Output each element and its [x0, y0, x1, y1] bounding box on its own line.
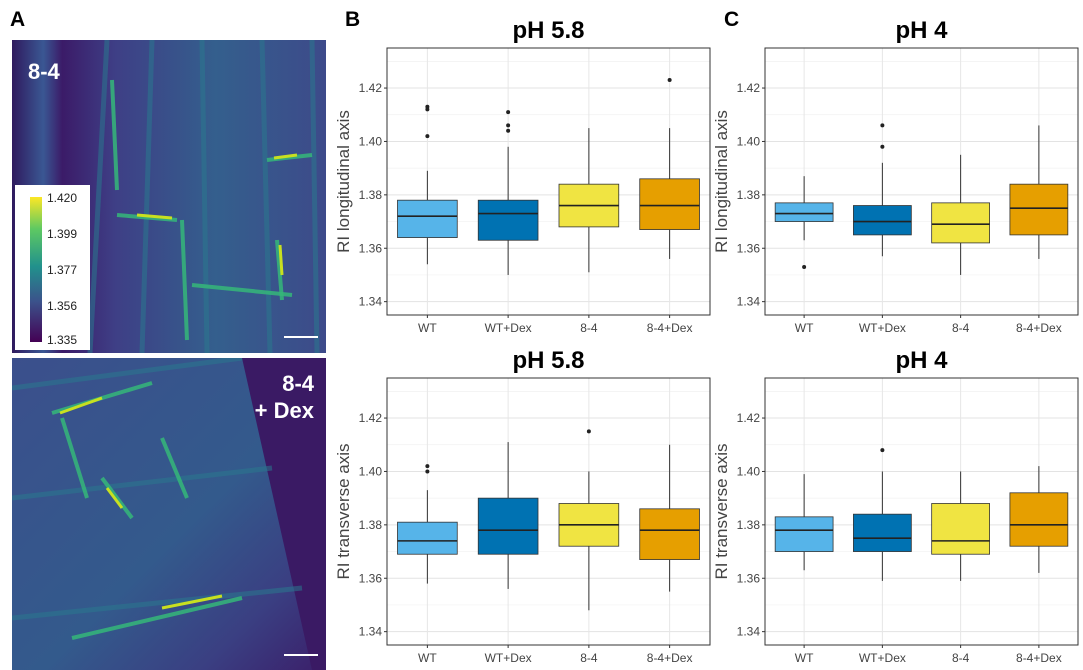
y-tick-label: 1.36 — [359, 571, 383, 585]
box-wt-dex — [853, 513, 912, 552]
chart-title: pH 5.8 — [512, 347, 584, 374]
colorbar-tick: 1.335 — [47, 333, 78, 347]
colorbar-gradient — [30, 197, 42, 342]
panel-letter-a: A — [10, 8, 26, 31]
chart-title: pH 5.8 — [512, 17, 584, 44]
panel-letter-b: B — [345, 8, 361, 31]
x-tick-label: 8-4 — [952, 651, 970, 665]
box-8-4-dex — [639, 508, 700, 560]
y-tick-label: 1.36 — [737, 241, 761, 255]
y-tick-label: 1.36 — [359, 241, 383, 255]
y-tick-label: 1.40 — [737, 464, 761, 478]
plot-frame — [764, 47, 1079, 316]
chart-title: pH 4 — [895, 17, 948, 44]
box-wt-dex — [477, 497, 539, 555]
outlier-point — [506, 123, 511, 128]
micrograph-bottom-label: 8-4 + Dex — [234, 370, 314, 424]
x-tick-label: 8-4 — [952, 321, 970, 335]
y-tick-label: 1.40 — [359, 464, 383, 478]
plot-frame — [386, 377, 711, 646]
box-8-4-dex — [1009, 183, 1069, 236]
colorbar: 1.420 1.399 1.377 1.356 1.335 — [15, 185, 90, 350]
chart-b-top: pH 5.8 RI longitudinal axis 1.34 1.36 1.38 1.… — [334, 10, 715, 340]
x-tick-label: WT+Dex — [859, 321, 906, 335]
outlier-point — [506, 128, 511, 133]
outlier-point — [880, 123, 885, 128]
x-tick-label: 8-4+Dex — [1016, 321, 1062, 335]
box-wt — [774, 202, 834, 222]
box-wt-dex — [853, 205, 912, 236]
plot-frame — [386, 47, 711, 316]
box-wt — [397, 199, 458, 238]
box-8-4-dex — [639, 178, 700, 230]
x-tick-label: WT — [418, 321, 437, 335]
x-tick-label: WT — [795, 321, 814, 335]
x-tick-label: 8-4+Dex — [1016, 651, 1062, 665]
y-tick-label: 1.34 — [359, 625, 383, 639]
chart-c-top: pH 4 RI longitudinal axis 1.34 1.36 1.38 1.40… — [712, 10, 1083, 340]
scale-bar-bottom — [284, 654, 318, 656]
outlier-point — [425, 464, 430, 469]
x-tick-label: WT+Dex — [485, 321, 532, 335]
y-tick-label: 1.42 — [737, 81, 761, 95]
y-tick-label: 1.38 — [737, 188, 761, 202]
micrograph-top-label: 8-4 — [28, 59, 60, 84]
x-tick-label: WT — [795, 651, 814, 665]
chart-c-bottom: pH 4 RI transverse axis 1.34 1.36 1.38 1.40 1.… — [712, 340, 1083, 670]
y-tick-label: 1.42 — [359, 81, 383, 95]
x-tick-label: WT+Dex — [859, 651, 906, 665]
chart-b-bottom: pH 5.8 RI transverse axis 1.34 1.36 1.38 1.40… — [334, 340, 715, 670]
outlier-point — [425, 104, 430, 109]
y-tick-label: 1.38 — [359, 518, 383, 532]
colorbar-tick: 1.420 — [47, 191, 78, 205]
y-axis-label: RI transverse axis — [334, 443, 353, 579]
plot-frame — [764, 377, 1079, 646]
outlier-point — [425, 469, 430, 474]
scale-bar-top — [284, 336, 318, 338]
y-axis-label: RI longitudinal axis — [712, 110, 731, 253]
y-tick-label: 1.42 — [359, 411, 383, 425]
x-tick-label: 8-4+Dex — [647, 321, 693, 335]
x-tick-label: 8-4 — [580, 321, 598, 335]
micrograph-bottom-label-line2: + Dex — [254, 398, 314, 423]
y-tick-label: 1.34 — [737, 295, 761, 309]
outlier-point — [425, 134, 430, 139]
y-tick-label: 1.34 — [737, 625, 761, 639]
micrograph-bottom-image — [12, 358, 326, 670]
box-8-4 — [931, 503, 990, 555]
y-tick-label: 1.38 — [359, 188, 383, 202]
box-8-4-dex — [1009, 492, 1069, 547]
outlier-point — [880, 448, 885, 453]
outlier-point — [880, 144, 885, 149]
x-tick-label: 8-4 — [580, 651, 598, 665]
box-8-4 — [931, 202, 990, 244]
x-tick-label: WT+Dex — [485, 651, 532, 665]
colorbar-tick: 1.377 — [47, 263, 78, 277]
box-wt-dex — [477, 199, 539, 241]
colorbar-tick: 1.356 — [47, 299, 78, 313]
micrograph-bottom: 8-4 + Dex — [12, 358, 326, 670]
y-tick-label: 1.38 — [737, 518, 761, 532]
outlier-point — [667, 78, 672, 83]
x-tick-label: 8-4+Dex — [647, 651, 693, 665]
colorbar-tick: 1.399 — [47, 227, 78, 241]
chart-title: pH 4 — [895, 347, 948, 374]
y-tick-label: 1.36 — [737, 571, 761, 585]
x-tick-label: WT — [418, 651, 437, 665]
outlier-point — [506, 110, 511, 115]
box-wt — [774, 516, 834, 552]
y-tick-label: 1.40 — [737, 134, 761, 148]
panel-letter-c: C — [724, 8, 740, 31]
y-tick-label: 1.40 — [359, 134, 383, 148]
micrograph-bottom-label-line1: 8-4 — [282, 371, 314, 396]
y-tick-label: 1.42 — [737, 411, 761, 425]
y-axis-label: RI transverse axis — [712, 443, 731, 579]
y-axis-label: RI longitudinal axis — [334, 110, 353, 253]
outlier-point — [586, 429, 591, 434]
outlier-point — [802, 264, 807, 269]
box-wt — [397, 521, 458, 555]
y-tick-label: 1.34 — [359, 295, 383, 309]
